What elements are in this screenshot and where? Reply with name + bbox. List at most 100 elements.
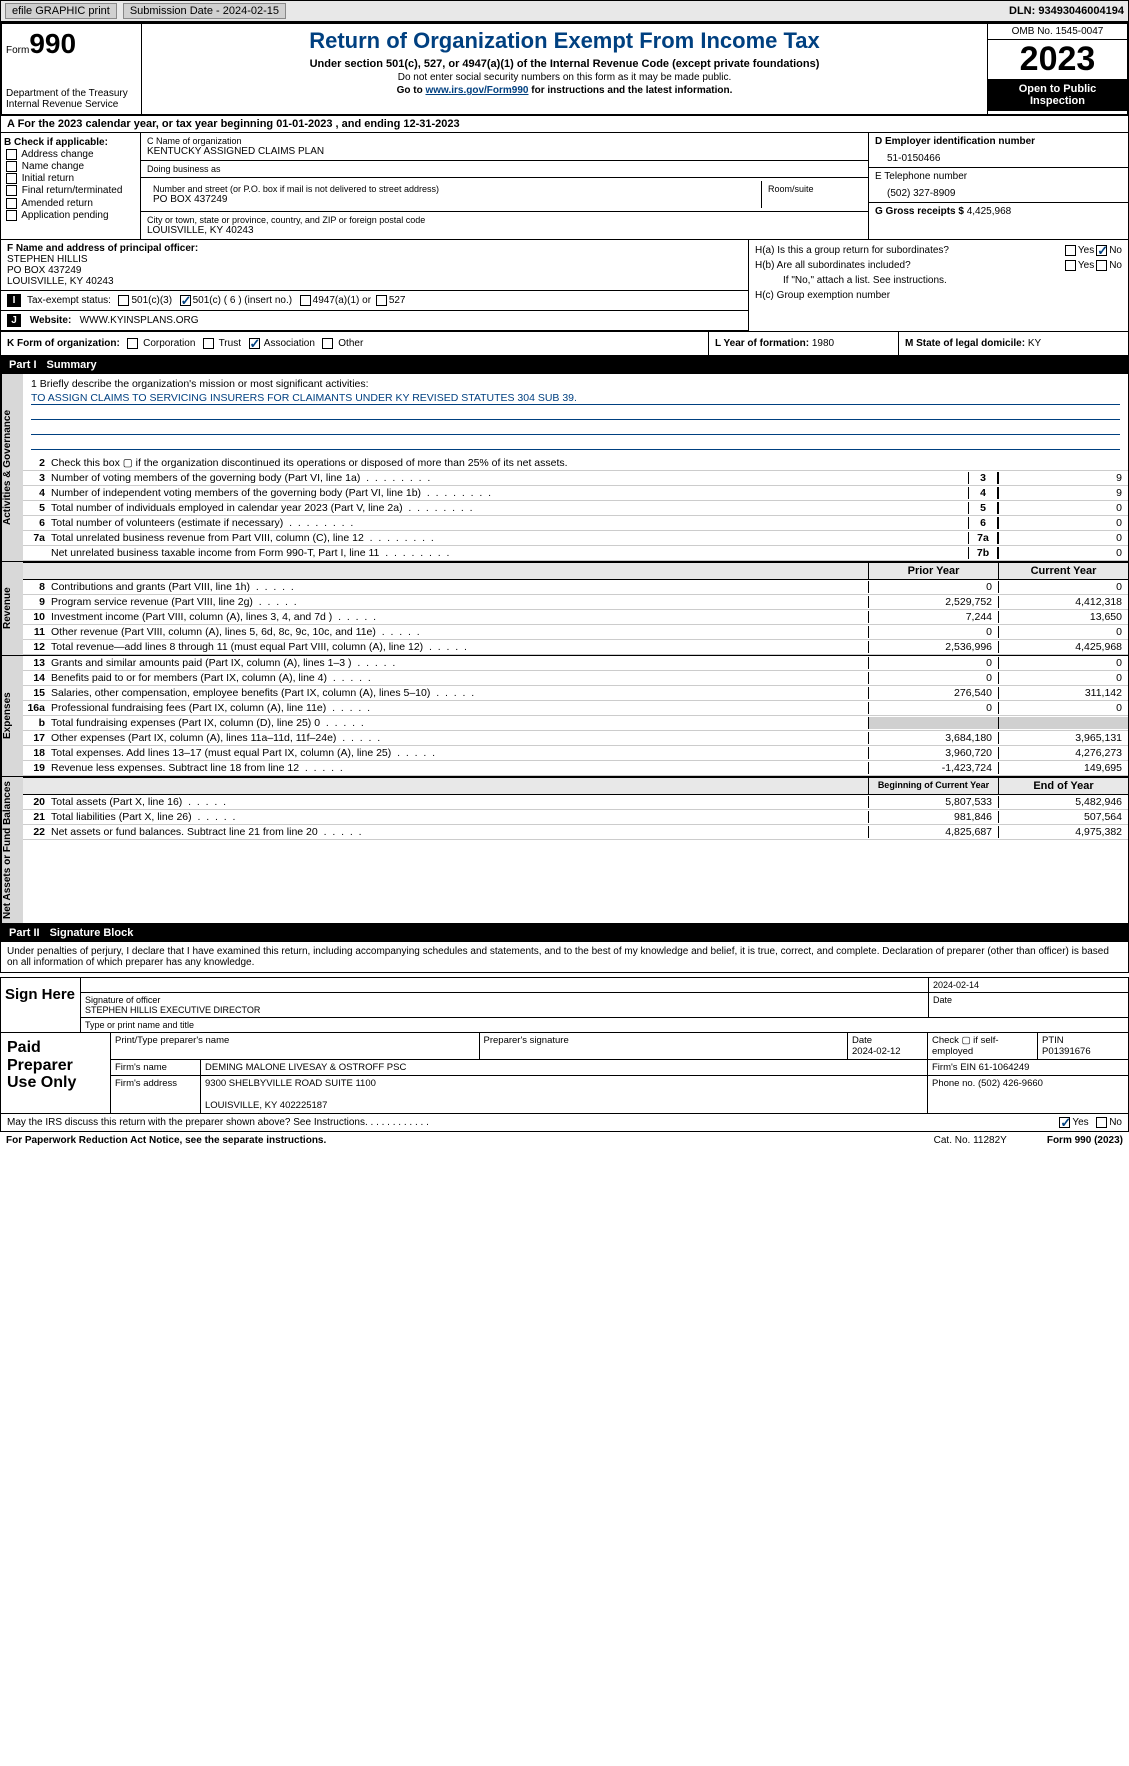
cat-no: Cat. No. 11282Y <box>934 1135 1007 1146</box>
group-h-block: H(a) Is this a group return for subordin… <box>748 240 1128 331</box>
cb-other[interactable] <box>322 338 333 349</box>
hb-yes[interactable] <box>1065 260 1076 271</box>
may-no[interactable] <box>1096 1117 1107 1128</box>
form-title: Return of Organization Exempt From Incom… <box>146 28 983 54</box>
part2-header: Part II Signature Block <box>0 924 1129 942</box>
may-discuss-q: May the IRS discuss this return with the… <box>7 1117 1057 1128</box>
may-discuss-row: May the IRS discuss this return with the… <box>0 1114 1129 1132</box>
firm-phone: (502) 426-9660 <box>978 1078 1043 1089</box>
prep-date-hdr: Date <box>852 1035 872 1046</box>
cb-trust[interactable] <box>203 338 214 349</box>
vtab-net: Net Assets or Fund Balances <box>1 777 23 923</box>
net-header: Beginning of Current YearEnd of Year <box>23 777 1128 795</box>
j-label: J <box>7 314 21 327</box>
cb-assoc[interactable] <box>249 338 260 349</box>
tax-exempt-label: Tax-exempt status: <box>27 295 111 306</box>
city-label: City or town, state or province, country… <box>147 215 862 225</box>
cb-amended[interactable]: Amended return <box>4 198 137 209</box>
row-k-l-m: K Form of organization: Corporation Trus… <box>0 332 1129 356</box>
cb-501c[interactable] <box>180 295 191 306</box>
cb-address-change[interactable]: Address change <box>4 149 137 160</box>
cb-final-return[interactable]: Final return/terminated <box>4 185 137 196</box>
firm-ein-label: Firm's EIN <box>932 1062 976 1073</box>
ha-yes[interactable] <box>1065 245 1076 256</box>
col-d-ein-tel: D Employer identification number51-01504… <box>868 133 1128 239</box>
firm-name-label: Firm's name <box>111 1060 201 1075</box>
firm-city: LOUISVILLE, KY 402225187 <box>205 1100 327 1111</box>
prep-name-hdr: Print/Type preparer's name <box>111 1033 480 1059</box>
date-label: Date <box>928 993 1128 1017</box>
row-a-tax-year: A For the 2023 calendar year, or tax yea… <box>0 116 1129 133</box>
cb-name-change[interactable]: Name change <box>4 161 137 172</box>
cb-4947[interactable] <box>300 295 311 306</box>
gross-value: 4,425,968 <box>967 206 1012 217</box>
gross-label: G Gross receipts $ <box>875 206 967 217</box>
ha-text: H(a) Is this a group return for subordin… <box>755 245 1063 256</box>
m-value: KY <box>1028 338 1041 349</box>
l-value: 1980 <box>812 338 834 349</box>
tax-year: 2023 <box>988 40 1127 79</box>
ptin-value: P01391676 <box>1042 1046 1091 1057</box>
ha-no[interactable] <box>1096 245 1107 256</box>
efile-btn[interactable]: efile GRAPHIC print <box>5 3 117 19</box>
mission-q: 1 Briefly describe the organization's mi… <box>31 378 1120 390</box>
prep-self-emp: Check ▢ if self-employed <box>928 1033 1038 1059</box>
officer-label: F Name and address of principal officer: <box>7 243 742 254</box>
officer-name: STEPHEN HILLIS <box>7 254 742 265</box>
sig-officer-label: Signature of officer <box>85 995 160 1005</box>
top-bar: efile GRAPHIC print Submission Date - 20… <box>0 0 1129 22</box>
hb-note: If "No," attach a list. See instructions… <box>755 273 1122 288</box>
firm-phone-label: Phone no. <box>932 1078 975 1089</box>
prep-sig-hdr: Preparer's signature <box>480 1033 849 1059</box>
website-label: Website: <box>30 315 72 326</box>
summary-governance: Activities & Governance 1 Briefly descri… <box>0 374 1129 562</box>
tax-exempt-row: I Tax-exempt status: 501(c)(3) 501(c) ( … <box>1 291 748 311</box>
mission-blank1 <box>31 407 1120 420</box>
website-value: WWW.KYINSPLANS.ORG <box>80 315 199 326</box>
omb-number: OMB No. 1545-0047 <box>988 24 1127 40</box>
open-inspection: Open to Public Inspection <box>988 79 1127 111</box>
firm-name: DEMING MALONE LIVESAY & OSTROFF PSC <box>201 1060 928 1075</box>
sig-officer-name: STEPHEN HILLIS EXECUTIVE DIRECTOR <box>85 1005 260 1015</box>
cb-initial-return[interactable]: Initial return <box>4 173 137 184</box>
dept-treasury: Department of the Treasury Internal Reve… <box>6 88 137 110</box>
cb-527[interactable] <box>376 295 387 306</box>
vtab-governance: Activities & Governance <box>1 374 23 561</box>
sig-type-label: Type or print name and title <box>81 1018 198 1032</box>
cb-app-pending[interactable]: Application pending <box>4 210 137 221</box>
i-label: I <box>7 294 21 307</box>
firm-ein: 61-1064249 <box>979 1062 1030 1073</box>
cb-501c3[interactable] <box>118 295 129 306</box>
dln: DLN: 93493046004194 <box>1009 5 1124 17</box>
cb-corp[interactable] <box>127 338 138 349</box>
vtab-expenses: Expenses <box>1 656 23 776</box>
entity-block: B Check if applicable: Address change Na… <box>0 133 1129 240</box>
summary-net-assets: Net Assets or Fund Balances Beginning of… <box>0 777 1129 924</box>
goto-note: Go to www.irs.gov/Form990 for instructio… <box>146 85 983 96</box>
mission-block: 1 Briefly describe the organization's mi… <box>23 374 1128 456</box>
sig-date: 2024-02-14 <box>928 978 1128 992</box>
signature-declaration: Under penalties of perjury, I declare th… <box>0 942 1129 973</box>
ssn-note: Do not enter social security numbers on … <box>146 72 983 83</box>
tel-label: E Telephone number <box>875 171 1122 182</box>
summary-revenue: Revenue Prior YearCurrent Year 8Contribu… <box>0 562 1129 656</box>
street-label: Number and street (or P.O. box if mail i… <box>153 184 755 194</box>
hb-no[interactable] <box>1096 260 1107 271</box>
paid-preparer-table: Paid Preparer Use Only Print/Type prepar… <box>0 1033 1129 1114</box>
irs-link[interactable]: www.irs.gov/Form990 <box>425 85 528 96</box>
sign-here-table: Sign Here 2024-02-14 Signature of office… <box>0 977 1129 1033</box>
may-yes[interactable] <box>1059 1117 1070 1128</box>
m-label: M State of legal domicile: <box>905 338 1028 349</box>
ein-value: 51-0150466 <box>875 147 1122 164</box>
form-footer: Form 990 (2023) <box>1047 1135 1123 1146</box>
col-c-org-info: C Name of organizationKENTUCKY ASSIGNED … <box>141 133 868 239</box>
part1-header: Part I Summary <box>0 356 1129 374</box>
subdate-btn: Submission Date - 2024-02-15 <box>123 3 286 19</box>
officer-street: PO BOX 437249 <box>7 265 742 276</box>
hc-text: H(c) Group exemption number <box>755 288 1122 303</box>
part1-title: Summary <box>47 359 97 371</box>
dba-label: Doing business as <box>147 164 862 174</box>
hb-text: H(b) Are all subordinates included? <box>755 260 1063 271</box>
prep-date-val: 2024-02-12 <box>852 1046 901 1057</box>
form-label: Form <box>6 45 29 56</box>
